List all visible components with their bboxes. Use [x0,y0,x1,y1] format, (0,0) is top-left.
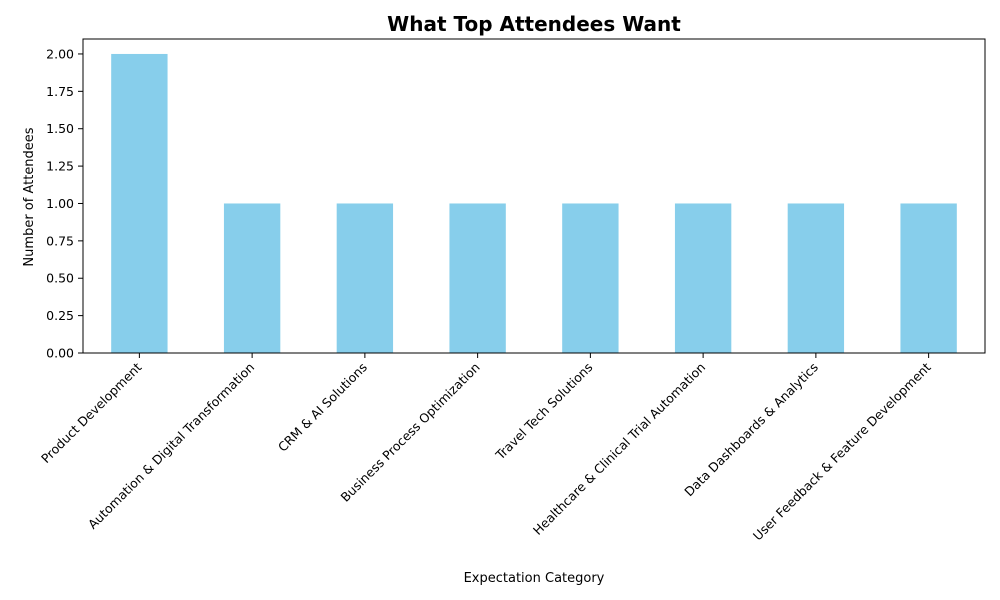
x-tick-label: Business Process Optimization [337,360,482,505]
plot-frame [82,38,986,354]
y-axis-label: Number of Attendees [22,127,37,266]
y-tick-label: 0.50 [46,271,74,286]
y-tick-label: 1.25 [46,159,74,174]
y-axis: 0.00 0.25 0.50 0.75 1.00 1.25 1.50 1.75 2.00 [46,46,83,361]
bar-2 [223,203,281,353]
bar-4 [449,203,506,353]
y-tick-label: 0.00 [46,346,74,361]
bar-6 [674,203,732,353]
y-tick-label: 0.75 [46,233,74,248]
chart-title: What Top Attendees Want [387,12,681,36]
bars-group [111,53,957,353]
x-tick-label: Product Development [38,359,145,466]
y-tick-label: 1.75 [46,84,74,99]
x-tick-label: Data Dashboards & Analytics [681,360,821,500]
x-axis-label: Expectation Category [464,571,605,586]
x-tick-label: User Feedback & Feature Development [750,359,934,543]
y-tick-label: 2.00 [46,46,74,61]
x-tick-label: Healthcare & Clinical Trial Automation [530,360,708,538]
y-tick-label: 0.25 [46,308,74,323]
bar-8 [900,203,957,353]
x-tick-label: CRM & AI Solutions [275,360,370,455]
x-tick-label: Travel Tech Solutions [492,360,596,464]
bar-7 [787,203,845,353]
y-tick-label: 1.50 [46,121,74,136]
bar-3 [336,203,394,353]
bar-1 [111,53,168,353]
bar-5 [562,203,619,353]
y-tick-label: 1.00 [46,196,74,211]
